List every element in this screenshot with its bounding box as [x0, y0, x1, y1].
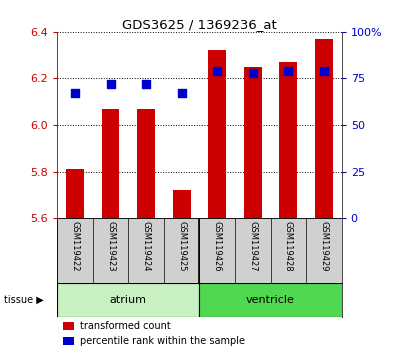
Text: GSM119427: GSM119427	[248, 222, 257, 272]
Point	[285, 68, 292, 74]
Point	[143, 81, 149, 87]
Bar	[199, 284, 342, 317]
Bar	[315, 39, 333, 218]
Text: GSM119426: GSM119426	[213, 222, 222, 272]
Title: GDS3625 / 1369236_at: GDS3625 / 1369236_at	[122, 18, 277, 31]
Bar	[209, 51, 226, 218]
Text: GSM119429: GSM119429	[320, 222, 328, 272]
Point	[72, 91, 78, 96]
Text: GSM119425: GSM119425	[177, 222, 186, 272]
Text: tissue ▶: tissue ▶	[4, 295, 44, 305]
Bar	[137, 109, 155, 218]
Bar	[63, 337, 74, 346]
Text: transformed count: transformed count	[80, 321, 171, 331]
Point	[214, 68, 220, 74]
Text: atrium: atrium	[110, 295, 147, 305]
Point	[179, 91, 185, 96]
Point	[321, 68, 327, 74]
Bar	[102, 109, 120, 218]
Bar	[63, 322, 74, 330]
Text: GSM119424: GSM119424	[142, 222, 150, 272]
Bar	[66, 169, 84, 218]
Text: GSM119422: GSM119422	[71, 222, 79, 272]
Point	[250, 70, 256, 76]
Bar	[244, 67, 261, 218]
Text: GSM119423: GSM119423	[106, 222, 115, 272]
Bar	[280, 62, 297, 218]
Text: ventricle: ventricle	[246, 295, 295, 305]
Text: GSM119428: GSM119428	[284, 222, 293, 272]
Bar	[57, 284, 199, 317]
Bar	[173, 190, 191, 218]
Point	[107, 81, 114, 87]
Text: percentile rank within the sample: percentile rank within the sample	[80, 336, 245, 347]
